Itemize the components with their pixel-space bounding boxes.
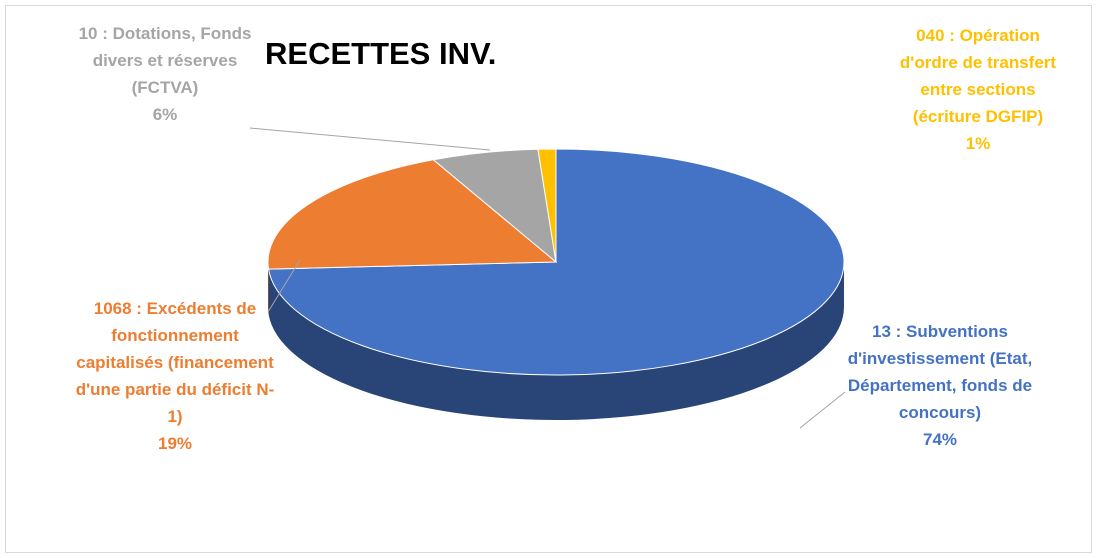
leader-line bbox=[267, 259, 301, 313]
data-label: 040 : Opération d'ordre de transfert ent… bbox=[893, 22, 1063, 157]
category-label: 1068 : Excédents de fonctionnement capit… bbox=[75, 299, 275, 426]
value-label: 19% bbox=[157, 434, 193, 453]
category-label: 10 : Dotations, Fonds divers et réserves… bbox=[78, 24, 252, 97]
slice bbox=[537, 148, 557, 263]
chart-border bbox=[5, 5, 1092, 553]
slice-side bbox=[268, 262, 844, 421]
value-label: 6% bbox=[152, 105, 178, 124]
leader-line bbox=[799, 391, 846, 429]
chart-title: RECETTES INV. bbox=[265, 36, 497, 71]
pie bbox=[267, 148, 845, 421]
category-label: 13 : Subventions d'investissement (Etat,… bbox=[847, 322, 1033, 422]
data-label: 13 : Subventions d'investissement (Etat,… bbox=[840, 318, 1040, 453]
value-label: 1% bbox=[965, 134, 991, 153]
category-label: 040 : Opération d'ordre de transfert ent… bbox=[899, 26, 1057, 126]
data-label: 1068 : Excédents de fonctionnement capit… bbox=[75, 295, 275, 457]
value-label: 74% bbox=[922, 430, 958, 449]
data-label: 10 : Dotations, Fonds divers et réserves… bbox=[70, 20, 260, 128]
slice-side bbox=[268, 262, 269, 315]
slice bbox=[267, 159, 558, 270]
leader-line bbox=[249, 127, 491, 151]
